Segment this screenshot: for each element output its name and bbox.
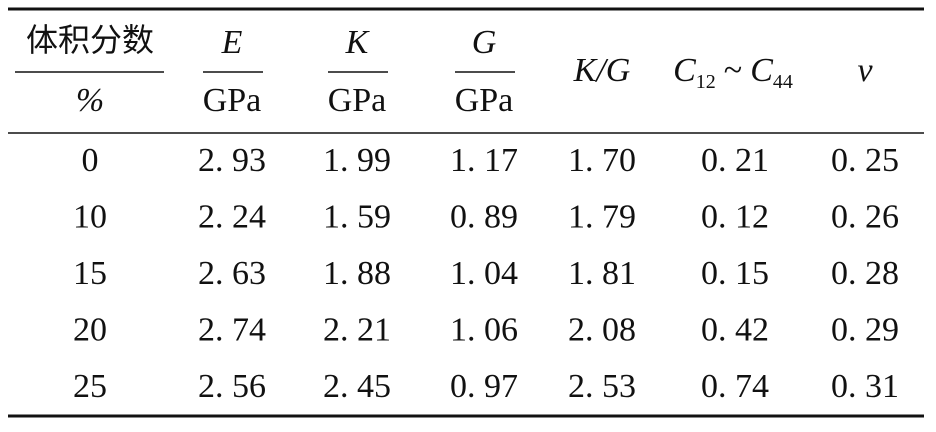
table-cell: 20 bbox=[73, 311, 107, 348]
table-cell: 1. 04 bbox=[450, 255, 518, 292]
table-cell: 2. 53 bbox=[568, 368, 636, 405]
table-cell: 2. 45 bbox=[323, 368, 391, 405]
table-cell: 10 bbox=[73, 198, 107, 235]
header-text: GPa bbox=[203, 82, 262, 119]
table-cell: 1. 81 bbox=[568, 255, 636, 292]
table-cell: 2. 24 bbox=[198, 198, 266, 235]
table-cell: 1. 59 bbox=[323, 198, 391, 235]
table-cell: 0. 21 bbox=[701, 142, 769, 179]
header-text: 体积分数 bbox=[26, 21, 154, 59]
table-cell: 1. 99 bbox=[323, 142, 391, 179]
table-cell: 1. 70 bbox=[568, 142, 636, 179]
table-cell: 2. 63 bbox=[198, 255, 266, 292]
header-text: v bbox=[857, 52, 873, 89]
table-cell: 25 bbox=[73, 368, 107, 405]
header-text: C12 ~ C44 bbox=[673, 52, 793, 93]
table-cell: 2. 56 bbox=[198, 368, 266, 405]
header-text: GPa bbox=[328, 82, 387, 119]
table-cell: 15 bbox=[73, 255, 107, 292]
header-text: G bbox=[472, 24, 497, 61]
c-symbol: C bbox=[750, 52, 773, 89]
header-text: GPa bbox=[455, 82, 514, 119]
subscript: 12 bbox=[696, 71, 716, 93]
subscript: 44 bbox=[773, 71, 793, 93]
table-cell: 0. 97 bbox=[450, 368, 518, 405]
table-cell: 1. 88 bbox=[323, 255, 391, 292]
table-cell: 2. 93 bbox=[198, 142, 266, 179]
table-cell: 0. 25 bbox=[831, 142, 899, 179]
table-cell: 2. 74 bbox=[198, 311, 266, 348]
table-cell: 0. 31 bbox=[831, 368, 899, 405]
table-cell: 0. 89 bbox=[450, 198, 518, 235]
table-cell: 1. 06 bbox=[450, 311, 518, 348]
table-cell: 0. 29 bbox=[831, 311, 899, 348]
header-text: K/G bbox=[573, 52, 631, 89]
table-cell: 0. 74 bbox=[701, 368, 769, 405]
c-symbol: C bbox=[673, 52, 696, 89]
table-cell: 2. 08 bbox=[568, 311, 636, 348]
table-cell: 0. 12 bbox=[701, 198, 769, 235]
table-cell: 0. 28 bbox=[831, 255, 899, 292]
table-cell: 0. 15 bbox=[701, 255, 769, 292]
header-text: E bbox=[221, 24, 243, 61]
table-cell: 0. 42 bbox=[701, 311, 769, 348]
header-text: K bbox=[345, 24, 371, 61]
table-cell: 0 bbox=[82, 142, 99, 179]
tilde: ~ bbox=[724, 52, 742, 89]
header-text: % bbox=[76, 82, 104, 119]
table-cell: 1. 17 bbox=[450, 142, 518, 179]
table-cell: 2. 21 bbox=[323, 311, 391, 348]
table-cell: 1. 79 bbox=[568, 198, 636, 235]
table-cell: 0. 26 bbox=[831, 198, 899, 235]
